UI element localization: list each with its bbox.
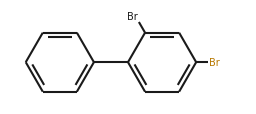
Text: Br: Br — [209, 58, 220, 68]
Text: Br: Br — [127, 12, 138, 21]
